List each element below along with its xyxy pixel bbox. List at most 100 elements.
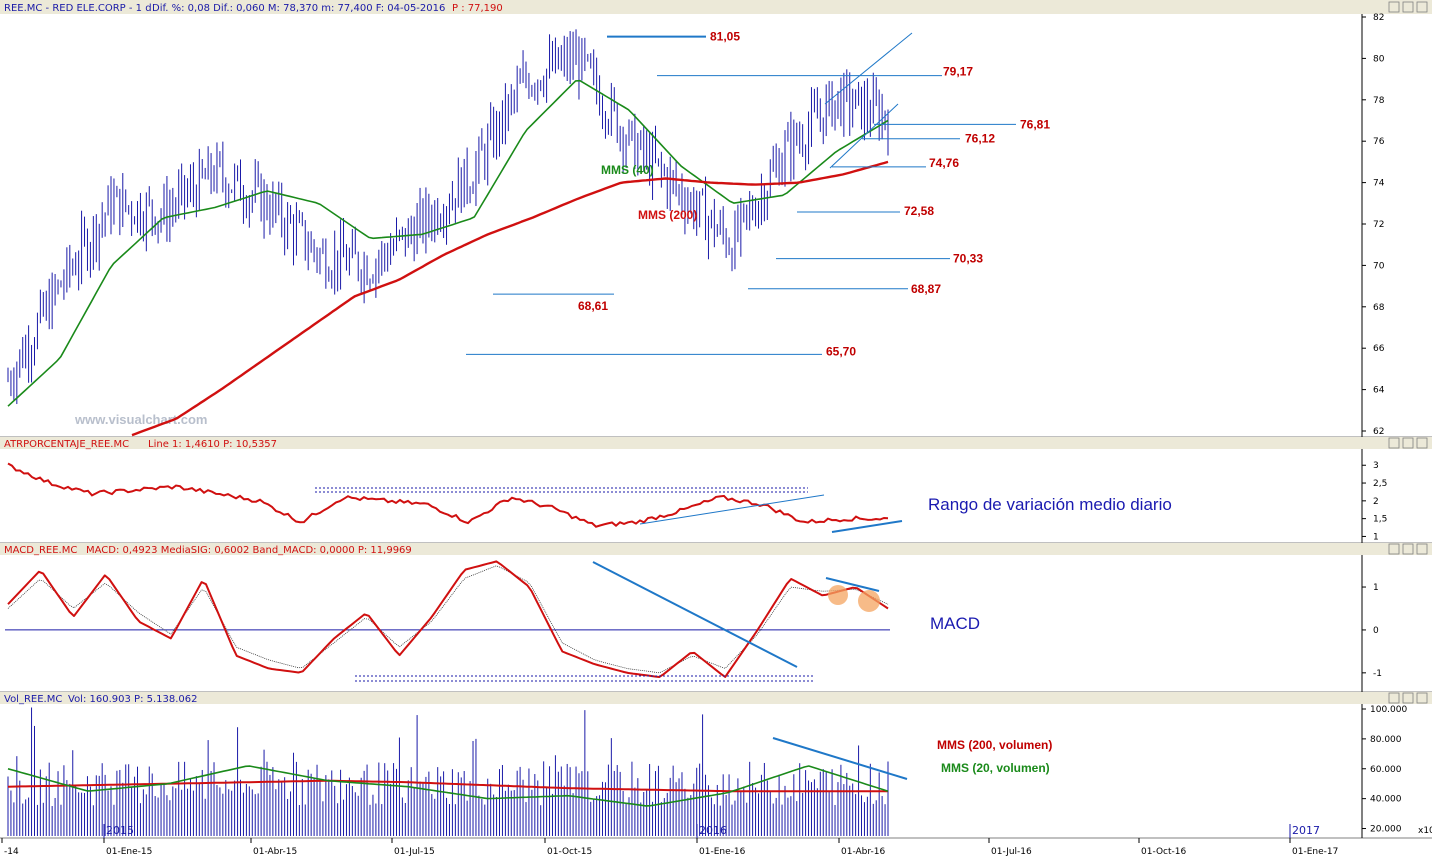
- level-label: 76,81: [1020, 117, 1050, 131]
- x-tick-label: 01-Abr-15: [253, 847, 297, 857]
- macd-line: [7, 560, 889, 678]
- atr-tick-label: 2: [1373, 497, 1379, 507]
- level-label: 68,61: [578, 299, 608, 313]
- macd-tick-label: 0: [1373, 626, 1379, 636]
- channel-lower: [829, 103, 899, 169]
- x-tick-label: -14: [4, 847, 19, 857]
- x-tick-label: 01-Jul-16: [991, 847, 1032, 857]
- year-label: 2015: [106, 824, 134, 837]
- x-tick-label: 01-Oct-16: [1141, 847, 1186, 857]
- ticker-title: REE.MC - RED ELE.CORP - 1 d: [4, 3, 152, 14]
- mms200-line: [131, 160, 889, 437]
- price-tick-label: 64: [1373, 386, 1385, 396]
- vol-pane-buttons[interactable]: [1388, 692, 1428, 704]
- level-label: 74,76: [929, 156, 959, 170]
- price-tick-label: 72: [1373, 220, 1384, 230]
- level-label: 68,87: [911, 282, 941, 296]
- level-label: 81,05: [710, 30, 740, 44]
- volume-pane: 20.000 40.000 60.000 80.000 100.000: [7, 705, 1407, 836]
- price-tick-label: 62: [1373, 427, 1384, 437]
- axes: -14 01-Ene-15 01-Abr-15 01-Jul-15 01-Oct-15 0…: [1, 824, 1338, 857]
- price-header-bar: [0, 0, 1432, 14]
- level-label: 70,33: [953, 252, 983, 266]
- atr-tick-label: 1: [1373, 532, 1379, 542]
- mms200-label: MMS (200): [638, 208, 697, 222]
- close-icon[interactable]: [1416, 1, 1428, 13]
- macd-highlight-2: [858, 590, 880, 612]
- macd-title: MACD_REE.MC: [4, 545, 77, 556]
- macd-signal-line: [7, 565, 889, 674]
- vol-scale-label: x10: [1418, 826, 1432, 836]
- vol-maximize-icon[interactable]: [1402, 692, 1414, 704]
- atr-pane: 1 1,5 2 2,5 3: [7, 461, 1387, 542]
- vol-tick-label: 40.000: [1370, 795, 1402, 805]
- atr-tick-label: 3: [1373, 461, 1379, 471]
- macd-close-icon[interactable]: [1416, 543, 1428, 555]
- price-pane: MMS (40) MMS (200) 81,05 79,17 76,81 76,12 74,…: [7, 13, 1385, 437]
- last-price: P : 77,190: [452, 3, 503, 14]
- x-tick-label: 01-Ene-15: [106, 847, 152, 857]
- macd-minimize-icon[interactable]: [1388, 543, 1400, 555]
- atr-tick-label: 2,5: [1373, 479, 1387, 489]
- macd-tick-label: 1: [1373, 583, 1379, 593]
- atr-minimize-icon[interactable]: [1388, 437, 1400, 449]
- atr-close-icon[interactable]: [1416, 437, 1428, 449]
- level-label: 79,17: [943, 65, 973, 79]
- vol-mms200-line: [7, 779, 888, 793]
- vol-close-icon[interactable]: [1416, 692, 1428, 704]
- atr-line: [7, 462, 889, 528]
- atr-maximize-icon[interactable]: [1402, 437, 1414, 449]
- year-label: 2016: [699, 824, 727, 837]
- vol-minimize-icon[interactable]: [1388, 692, 1400, 704]
- macd-pane: -1 0 1: [5, 560, 1382, 682]
- price-tick-label: 80: [1373, 54, 1385, 64]
- macd-note: MACD: [930, 614, 980, 633]
- maximize-icon[interactable]: [1402, 1, 1414, 13]
- x-tick-label: 01-Ene-16: [699, 847, 746, 857]
- x-tick-label: 01-Oct-15: [547, 847, 592, 857]
- price-tick-label: 66: [1373, 344, 1385, 354]
- macd-pane-buttons[interactable]: [1388, 543, 1428, 555]
- macd-params: MACD: 0,4923 MediaSIG: 0,6002 Band_MACD:…: [86, 545, 412, 556]
- macd-trend-1: [592, 561, 798, 668]
- atr-params: Line 1: 1,4610 P: 10,5357: [148, 439, 277, 450]
- level-label: 76,12: [965, 132, 995, 146]
- atr-tick-label: 1,5: [1373, 515, 1387, 525]
- x-tick-label: 01-Jul-15: [394, 847, 435, 857]
- x-tick-label: 01-Ene-17: [1292, 847, 1338, 857]
- price-pane-buttons[interactable]: [1388, 1, 1428, 13]
- atr-pane-buttons[interactable]: [1388, 437, 1428, 449]
- vol-tick-label: 80.000: [1370, 735, 1402, 745]
- x-tick-label: 01-Abr-16: [841, 847, 885, 857]
- level-label: 72,58: [904, 204, 934, 218]
- atr-trend-2: [831, 520, 903, 533]
- price-stats: Dif. %: 0,08 Dif.: 0,060 M: 78,370 m: 77…: [152, 3, 445, 14]
- channel-upper: [824, 32, 913, 105]
- vol-tick-label: 60.000: [1370, 765, 1402, 775]
- vol-params: Vol: 160.903 P: 5.138.062: [68, 694, 198, 705]
- vol-title: Vol_REE.MC: [4, 694, 62, 705]
- vol-trend-line: [772, 737, 908, 780]
- price-tick-label: 74: [1373, 179, 1385, 189]
- price-tick-label: 76: [1373, 137, 1385, 147]
- vol-mms20-line: [7, 765, 889, 807]
- mms40-label: MMS (40): [601, 163, 654, 177]
- year-label: 2017: [1292, 824, 1320, 837]
- price-tick-label: 70: [1373, 261, 1385, 271]
- level-label: 65,70: [826, 344, 856, 358]
- price-tick-label: 78: [1373, 96, 1385, 106]
- vol-tick-label: 20.000: [1370, 825, 1402, 835]
- mms40-line: [7, 79, 889, 407]
- watermark: www.visualchart.com: [74, 412, 207, 427]
- vol-tick-label: 100.000: [1370, 705, 1407, 715]
- minimize-icon[interactable]: [1388, 1, 1400, 13]
- atr-title: ATRPORCENTAJE_REE.MC: [4, 439, 129, 450]
- macd-tick-label: -1: [1373, 669, 1382, 679]
- macd-highlight-1: [828, 585, 848, 605]
- vol-note-20: MMS (20, volumen): [941, 761, 1050, 775]
- price-tick-label: 82: [1373, 13, 1384, 23]
- macd-maximize-icon[interactable]: [1402, 543, 1414, 555]
- atr-trend-1: [639, 494, 825, 525]
